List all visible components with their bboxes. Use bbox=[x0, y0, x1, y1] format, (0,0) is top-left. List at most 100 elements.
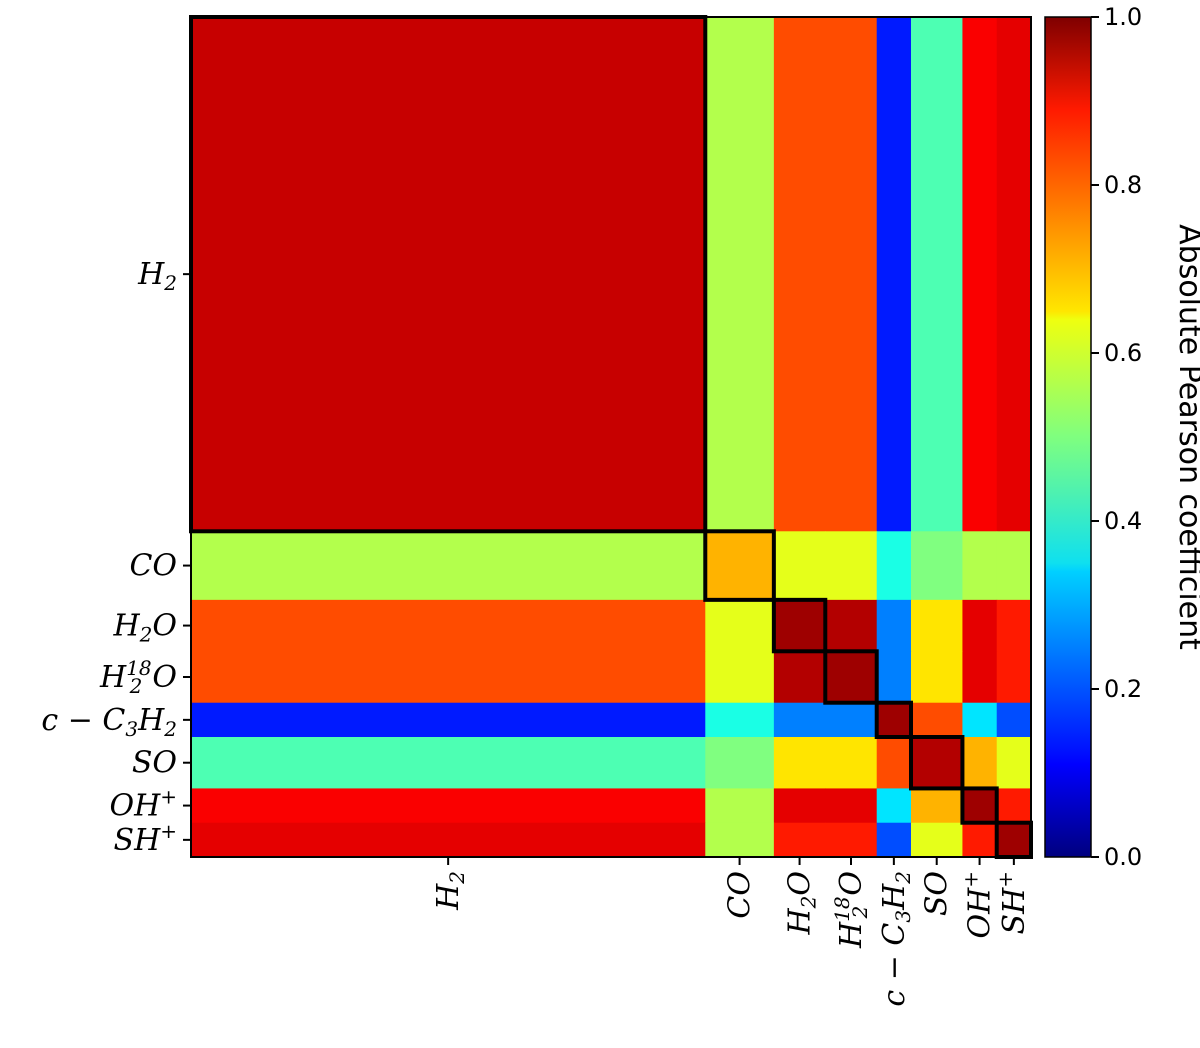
heatmap-cell-SH+-SO bbox=[911, 822, 963, 858]
heatmap-cell-SH+-H2O bbox=[773, 822, 826, 858]
heatmap-cell-SH+-c-C3H2 bbox=[876, 822, 912, 858]
block-outline-SO bbox=[909, 735, 965, 791]
heatmap-cell-H2O-SO bbox=[911, 599, 963, 652]
heatmap-cell-OH+-H2 bbox=[191, 788, 706, 824]
y-tick-label-SH+: SH+ bbox=[114, 819, 177, 858]
heatmap-cell-H2O-H2 bbox=[191, 599, 706, 652]
heatmap-cell-CO-CO bbox=[705, 531, 775, 601]
block-outline-H2O bbox=[771, 597, 828, 654]
heatmap-cell-H2-18O-SH+ bbox=[996, 651, 1032, 704]
heatmap-cell-SO-SO bbox=[911, 737, 963, 789]
x-tick-label-H2-18O: H182O bbox=[830, 871, 872, 949]
heatmap-cell-H2-18O-CO bbox=[705, 651, 775, 704]
heatmap-cell-OH+-c-C3H2 bbox=[876, 788, 912, 824]
heatmap-cell-SH+-SH+ bbox=[996, 822, 1032, 858]
heatmap-cell-CO-SO bbox=[911, 531, 963, 601]
heatmap-cell-SH+-H2-18O bbox=[825, 822, 878, 858]
heatmap-cell-c-C3H2-H2O bbox=[773, 702, 826, 738]
heatmap-cell-SO-c-C3H2 bbox=[876, 737, 912, 789]
block-outline-CO bbox=[703, 529, 776, 602]
colorbar-label: Absolute Pearson coefficient bbox=[1172, 224, 1200, 650]
heatmap-cell-SO-CO bbox=[705, 737, 775, 789]
heatmap-cell-H2-18O-H2O bbox=[773, 651, 826, 704]
heatmap-cell-H2-18O-H2-18O bbox=[825, 651, 878, 704]
x-tick-label-c-C3H2: c − C3H2 bbox=[877, 871, 915, 1007]
x-tick-label-CO: CO bbox=[723, 871, 758, 919]
y-tick-label-H2: H2 bbox=[137, 257, 177, 295]
heatmap-cell-c-C3H2-SH+ bbox=[996, 702, 1032, 738]
x-tick-label-SO: SO bbox=[920, 871, 955, 916]
heatmap-cell-H2-H2 bbox=[191, 17, 706, 532]
heatmap-cell-H2O-SH+ bbox=[996, 599, 1032, 652]
x-tick-label-OH+: OH+ bbox=[959, 871, 998, 939]
colorbar-gradient bbox=[1044, 16, 1092, 858]
block-outline-OH+ bbox=[960, 786, 999, 825]
heatmap-cell-H2-SO bbox=[911, 17, 963, 532]
heatmap-cell-H2-OH+ bbox=[962, 17, 998, 532]
heatmap-cells bbox=[191, 17, 1032, 858]
heatmap-cell-c-C3H2-c-C3H2 bbox=[876, 702, 912, 738]
heatmap-cell-c-C3H2-CO bbox=[705, 702, 775, 738]
heatmap-cell-CO-SH+ bbox=[996, 531, 1032, 601]
colorbar-tick-label-2: 0.4 bbox=[1104, 507, 1142, 535]
plot-frame bbox=[190, 16, 1032, 858]
heatmap-cell-H2-c-C3H2 bbox=[876, 17, 912, 532]
heatmap-cell-H2O-OH+ bbox=[962, 599, 998, 652]
heatmap-cell-H2-SH+ bbox=[996, 17, 1032, 532]
heatmap-cell-H2O-H2O bbox=[773, 599, 826, 652]
colorbar-tick-label-4: 0.8 bbox=[1104, 171, 1142, 199]
heatmap-cell-SO-H2 bbox=[191, 737, 706, 789]
heatmap-cell-OH+-SO bbox=[911, 788, 963, 824]
heatmap-cell-H2-H2-18O bbox=[825, 17, 878, 532]
heatmap-cell-SO-H2O bbox=[773, 737, 826, 789]
heatmap-cell-c-C3H2-H2-18O bbox=[825, 702, 878, 738]
heatmap-cell-H2-18O-c-C3H2 bbox=[876, 651, 912, 704]
heatmap-cell-SH+-OH+ bbox=[962, 822, 998, 858]
heatmap-cell-H2O-H2-18O bbox=[825, 599, 878, 652]
heatmap-cell-H2-18O-H2 bbox=[191, 651, 706, 704]
y-tick-label-H2-18O: H18 2 O bbox=[99, 656, 177, 698]
heatmap-cell-H2-H2O bbox=[773, 17, 826, 532]
y-tick-label-H2O: H2O bbox=[112, 609, 177, 647]
y-tick-label-c-C3H2: c − C3H2 bbox=[41, 703, 177, 741]
x-tick-label-SH+: SH+ bbox=[993, 871, 1032, 934]
heatmap-cell-CO-H2O bbox=[773, 531, 826, 601]
y-tick-label-CO: CO bbox=[129, 549, 177, 584]
heatmap-cell-SH+-H2 bbox=[191, 822, 706, 858]
heatmap-cell-SO-OH+ bbox=[962, 737, 998, 789]
y-tick-label-OH+: OH+ bbox=[109, 785, 177, 824]
heatmap-cell-H2O-CO bbox=[705, 599, 775, 652]
heatmap-cell-CO-H2-18O bbox=[825, 531, 878, 601]
heatmap-cell-H2-CO bbox=[705, 17, 775, 532]
heatmap-cell-OH+-H2-18O bbox=[825, 788, 878, 824]
heatmap-cell-SO-SH+ bbox=[996, 737, 1032, 789]
colorbar-tick-label-5: 1.0 bbox=[1104, 3, 1142, 31]
heatmap-cell-H2-18O-OH+ bbox=[962, 651, 998, 704]
heatmap-cell-SO-H2-18O bbox=[825, 737, 878, 789]
heatmap-cell-c-C3H2-H2 bbox=[191, 702, 706, 738]
heatmap-cell-OH+-H2O bbox=[773, 788, 826, 824]
x-tick-label-H2: H2 bbox=[431, 871, 469, 911]
heatmap-cell-c-C3H2-OH+ bbox=[962, 702, 998, 738]
colorbar-tick-label-0: 0.0 bbox=[1104, 843, 1142, 871]
y-axis-ticks: H2 CO H2O H18 2 O c − C3H2 SO OH+SH+ bbox=[41, 257, 191, 858]
heatmap-cell-CO-H2 bbox=[191, 531, 706, 601]
heatmap-cell-SH+-CO bbox=[705, 822, 775, 858]
colorbar: 0.0 0.2 0.4 0.6 0.8 1.0 Absolute Pearson coef… bbox=[1044, 3, 1200, 871]
heatmap-cell-H2O-c-C3H2 bbox=[876, 599, 912, 652]
heatmap-cell-CO-OH+ bbox=[962, 531, 998, 601]
heatmap-cell-c-C3H2-SO bbox=[911, 702, 963, 738]
heatmap-cell-CO-c-C3H2 bbox=[876, 531, 912, 601]
y-tick-label-SO: SO bbox=[132, 746, 177, 781]
heatmap-cell-OH+-CO bbox=[705, 788, 775, 824]
colorbar-tick-label-3: 0.6 bbox=[1104, 339, 1142, 367]
x-tick-label-H2O: H2O bbox=[783, 871, 821, 936]
colorbar-tick-label-1: 0.2 bbox=[1104, 675, 1142, 703]
block-outline-H2-18O bbox=[823, 649, 879, 705]
heatmap-cell-H2-18O-SO bbox=[911, 651, 963, 704]
block-outline-c-C3H2 bbox=[874, 700, 914, 740]
heatmap-cell-OH+-SH+ bbox=[996, 788, 1032, 824]
colorbar-ticks: 0.0 0.2 0.4 0.6 0.8 1.0 bbox=[1091, 3, 1142, 871]
